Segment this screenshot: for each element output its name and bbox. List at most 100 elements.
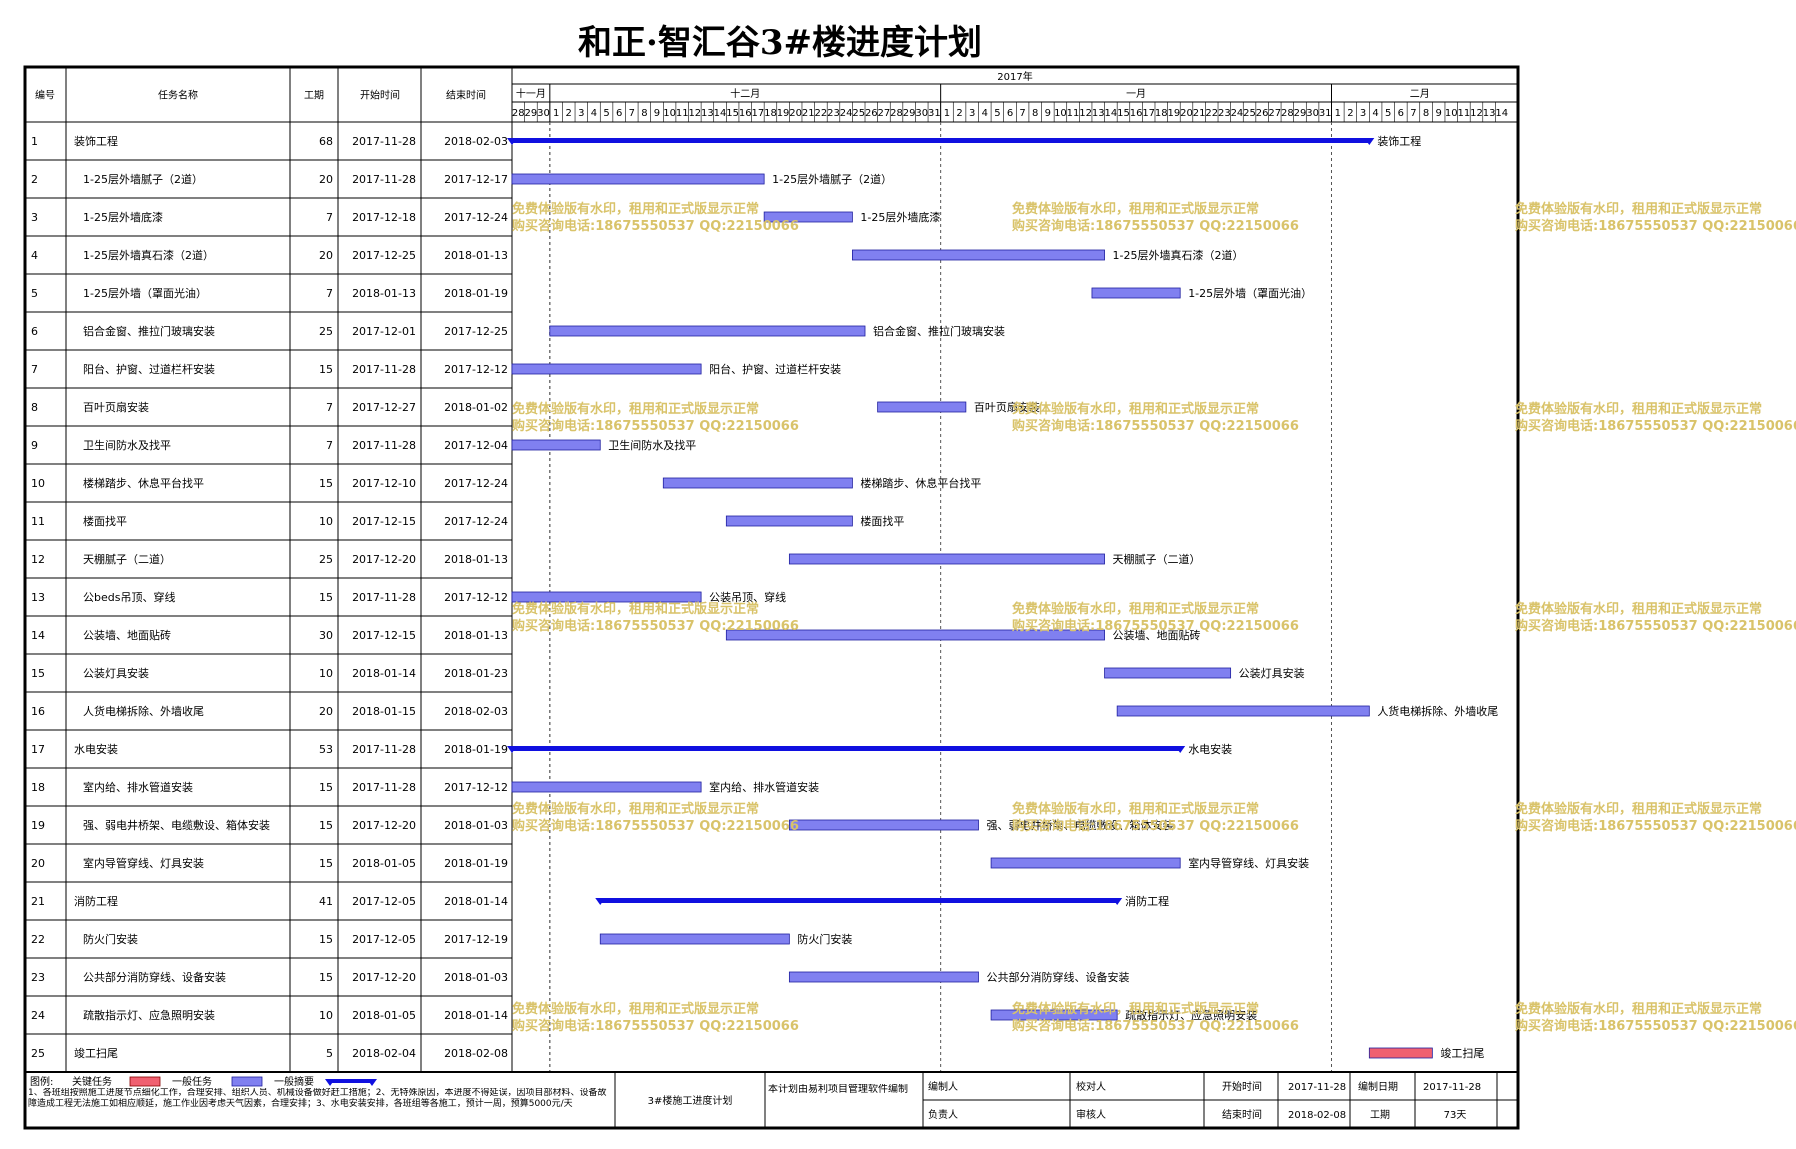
day-tick: 27	[878, 108, 891, 119]
summary-bar	[600, 898, 1118, 903]
row-duration: 41	[319, 895, 333, 908]
bar-label: 1-25层外墙真石漆（2道）	[1113, 248, 1244, 262]
footer-prepared-by-label: 编制人	[928, 1080, 958, 1093]
row-start: 2017-12-10	[352, 477, 416, 490]
day-tick: 30	[915, 108, 928, 119]
row-name: 1-25层外墙真石漆（2道）	[83, 248, 214, 262]
day-tick: 9	[1435, 108, 1441, 119]
day-tick: 28	[1281, 108, 1294, 119]
watermark-line1: 免费体验版有水印，租用和正式版显示正常	[1012, 801, 1259, 817]
row-end: 2018-01-13	[444, 249, 508, 262]
row-end: 2017-12-17	[444, 173, 508, 186]
day-tick: 30	[537, 108, 550, 119]
row-no: 2	[31, 173, 38, 186]
legend-general-label: 一般任务	[172, 1075, 212, 1088]
day-tick: 25	[1243, 108, 1256, 119]
watermark-line2: 购买咨询电话:18675550537 QQ:22150066	[1515, 218, 1796, 234]
legend-critical-label: 关键任务	[72, 1075, 112, 1088]
row-start: 2017-12-20	[352, 971, 416, 984]
day-tick: 29	[525, 108, 538, 119]
row-end: 2017-12-12	[444, 781, 508, 794]
task-bar	[549, 325, 866, 337]
row-no: 23	[31, 971, 45, 984]
day-tick: 20	[1180, 108, 1193, 119]
row-end: 2017-12-12	[444, 363, 508, 376]
legend-summary-marker-b	[367, 1079, 377, 1086]
row-end: 2018-01-14	[444, 895, 508, 908]
day-tick: 9	[654, 108, 660, 119]
footer-reviewer-label: 审核人	[1076, 1108, 1106, 1121]
bar-label: 铝合金窗、推拉门玻璃安装	[873, 324, 1005, 338]
row-no: 22	[31, 933, 45, 946]
day-tick: 1	[1335, 108, 1341, 119]
row-end: 2018-01-02	[444, 401, 508, 414]
day-tick: 23	[1218, 108, 1231, 119]
row-no: 3	[31, 211, 38, 224]
day-tick: 3	[969, 108, 975, 119]
day-tick: 12	[688, 108, 701, 119]
row-duration: 7	[326, 401, 333, 414]
footer-plan-name: 3#楼施工进度计划	[648, 1094, 733, 1107]
day-tick: 30	[1306, 108, 1319, 119]
footer-software: 本计划由易利项目管理软件编制	[768, 1084, 908, 1095]
day-tick: 19	[1168, 108, 1181, 119]
day-tick: 1	[553, 108, 559, 119]
task-rows: 1 装饰工程 68 2017-11-28 2018-02-032 1-25层外墙腻子（2道…	[25, 134, 512, 1073]
summary-end-marker	[1175, 746, 1186, 753]
row-name: 卫生间防水及找平	[83, 438, 171, 452]
day-tick: 14	[1104, 108, 1117, 119]
header-start: 开始时间	[360, 89, 400, 102]
row-name: 1-25层外墙底漆	[83, 210, 163, 224]
bar-label: 公装吊顶、穿线	[709, 590, 786, 604]
row-start: 2018-01-05	[352, 1009, 416, 1022]
row-name: 1-25层外墙腻子（2道）	[83, 172, 203, 186]
watermark-line1: 免费体验版有水印，租用和正式版显示正常	[1012, 601, 1259, 617]
row-no: 17	[31, 743, 45, 756]
day-tick: 21	[802, 108, 815, 119]
critical-bar	[1368, 1047, 1433, 1059]
day-tick: 12	[1470, 108, 1483, 119]
watermark-line1: 免费体验版有水印，租用和正式版显示正常	[1012, 1001, 1259, 1017]
day-tick: 18	[764, 108, 777, 119]
row-name: 水电安装	[74, 742, 118, 756]
watermark-line2: 购买咨询电话:18675550537 QQ:22150066	[1012, 618, 1299, 634]
day-tick: 17	[751, 108, 764, 119]
row-name: 强、弱电井桥架、电缆敷设、箱体安装	[83, 818, 270, 832]
watermark-line1: 免费体验版有水印，租用和正式版显示正常	[1515, 601, 1762, 617]
watermark-line2: 购买咨询电话:18675550537 QQ:22150066	[1012, 1018, 1299, 1034]
task-bar	[725, 629, 1105, 641]
row-end: 2017-12-25	[444, 325, 508, 338]
bar-label: 强、弱电井桥架、电缆敷设、箱体安装	[986, 818, 1173, 832]
task-bar	[788, 971, 979, 983]
task-bar	[788, 553, 1105, 565]
footer-start: 2017-11-28	[1288, 1082, 1346, 1093]
row-no: 13	[31, 591, 45, 604]
watermark-line1: 免费体验版有水印，租用和正式版显示正常	[512, 801, 759, 817]
watermark-line1: 免费体验版有水印，租用和正式版显示正常	[1012, 401, 1259, 417]
day-tick: 8	[1423, 108, 1429, 119]
day-tick: 4	[1372, 108, 1378, 119]
row-no: 7	[31, 363, 38, 376]
task-bar	[511, 781, 702, 793]
row-name: 公beds吊顶、穿线	[83, 590, 175, 604]
watermark-line1: 免费体验版有水印，租用和正式版显示正常	[512, 401, 759, 417]
row-end: 2018-01-19	[444, 287, 508, 300]
row-duration: 53	[319, 743, 333, 756]
day-tick: 28	[890, 108, 903, 119]
table-frame	[23, 65, 1520, 1130]
row-start: 2017-11-28	[352, 781, 416, 794]
row-start: 2018-01-15	[352, 705, 416, 718]
footer-end-label: 结束时间	[1222, 1108, 1262, 1121]
day-tick: 24	[840, 108, 853, 119]
legend-critical-swatch	[129, 1076, 161, 1087]
task-bar	[877, 401, 967, 413]
summary-start-marker	[507, 746, 517, 753]
month-label: 二月	[1410, 88, 1430, 100]
day-tick: 6	[616, 108, 622, 119]
summary-end-marker	[1112, 898, 1123, 905]
watermark-line1: 免费体验版有水印，租用和正式版显示正常	[1515, 401, 1762, 417]
gantt-bars: 装饰工程 1-25层外墙腻子（2道） 1-25层外墙底漆 1-25层外墙真石漆（2道）…	[507, 134, 1498, 1060]
row-name: 楼面找平	[83, 514, 127, 528]
footer-end: 2018-02-08	[1288, 1110, 1346, 1121]
